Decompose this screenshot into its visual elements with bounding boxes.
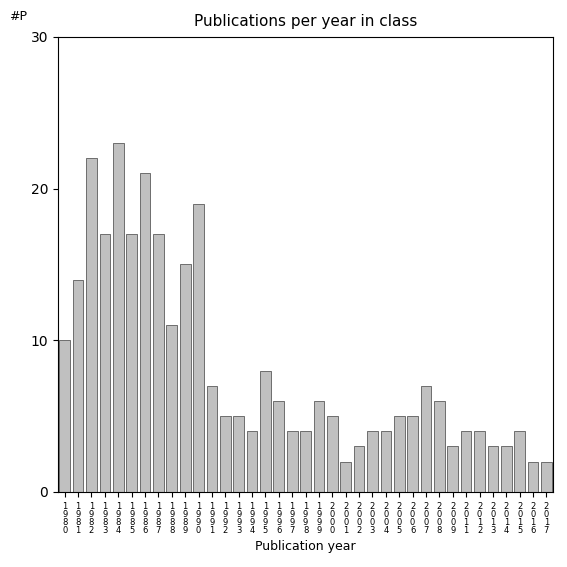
Bar [514, 431, 525, 492]
Bar [206, 386, 217, 492]
Bar [407, 416, 418, 492]
Bar [153, 234, 164, 492]
Bar [193, 204, 204, 492]
Bar [273, 401, 284, 492]
Bar [340, 462, 351, 492]
Bar [180, 264, 191, 492]
Bar [474, 431, 485, 492]
Bar [501, 446, 511, 492]
Title: Publications per year in class: Publications per year in class [194, 14, 417, 29]
Bar [461, 431, 472, 492]
X-axis label: Publication year: Publication year [255, 540, 356, 553]
Bar [260, 371, 271, 492]
Bar [394, 416, 405, 492]
Bar [234, 416, 244, 492]
Bar [60, 340, 70, 492]
Bar [167, 325, 177, 492]
Bar [139, 174, 150, 492]
Bar [314, 401, 324, 492]
Bar [488, 446, 498, 492]
Bar [220, 416, 231, 492]
Bar [528, 462, 539, 492]
Bar [300, 431, 311, 492]
Bar [327, 416, 338, 492]
Bar [247, 431, 257, 492]
Bar [447, 446, 458, 492]
Bar [380, 431, 391, 492]
Bar [287, 431, 298, 492]
Bar [73, 280, 83, 492]
Bar [421, 386, 431, 492]
Bar [86, 158, 97, 492]
Bar [541, 462, 552, 492]
Bar [113, 143, 124, 492]
Bar [100, 234, 110, 492]
Y-axis label: #P: #P [10, 10, 27, 23]
Bar [354, 446, 365, 492]
Bar [126, 234, 137, 492]
Bar [367, 431, 378, 492]
Bar [434, 401, 445, 492]
